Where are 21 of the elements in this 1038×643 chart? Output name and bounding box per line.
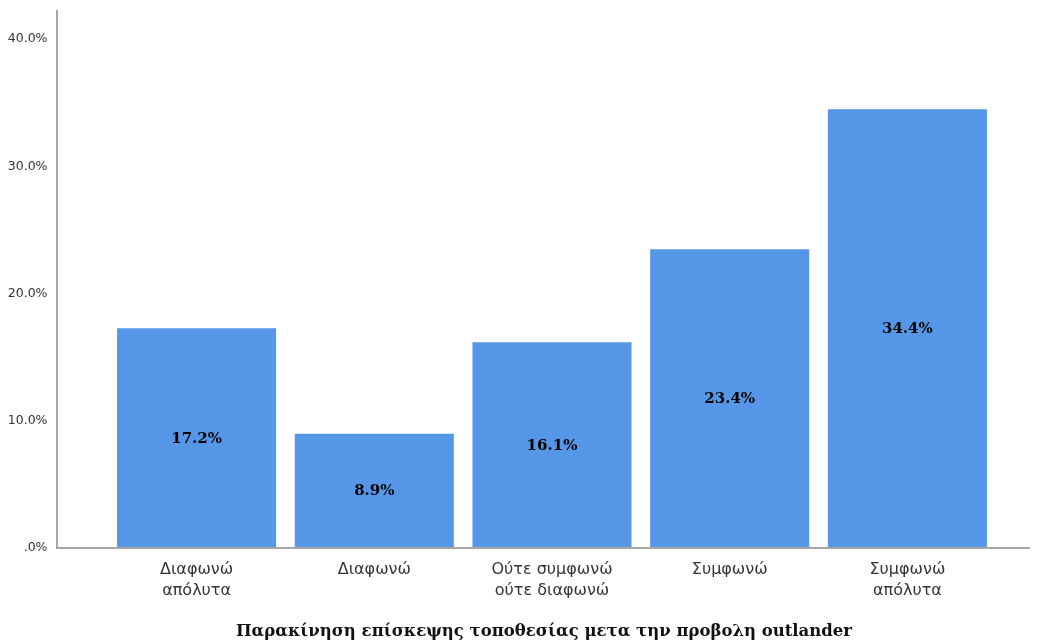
y-tick-label: 20.0% [7, 284, 48, 300]
x-tick-label: Διαφωνώ απόλυτα [160, 559, 234, 599]
x-tick-label: Ούτε συμφωνώ ούτε διαφωνώ [491, 559, 613, 599]
bar [117, 328, 277, 547]
bar [294, 433, 454, 547]
data-label: 16.1% [526, 435, 578, 454]
y-tick-label: 40.0% [7, 30, 48, 46]
data-label: 23.4% [704, 389, 756, 408]
x-tick-label: Συμφωνώ απόλυτα [869, 559, 946, 599]
x-axis-title: Παρακίνηση επίσκεψης τοποθεσίας μετα την προβολη outlander [235, 620, 853, 640]
bar [827, 109, 987, 547]
x-tick-label: Διαφωνώ [337, 559, 411, 579]
data-label: 8.9% [354, 481, 395, 500]
y-tick-label: 30.0% [7, 157, 48, 173]
bar [650, 249, 810, 547]
y-tick-label: .0% [23, 539, 48, 555]
data-label: 34.4% [881, 319, 933, 338]
y-tick-label: 10.0% [7, 412, 48, 428]
x-tick-label: Συμφωνώ [691, 559, 768, 579]
bar [472, 342, 632, 547]
data-label: 17.2% [171, 428, 222, 447]
